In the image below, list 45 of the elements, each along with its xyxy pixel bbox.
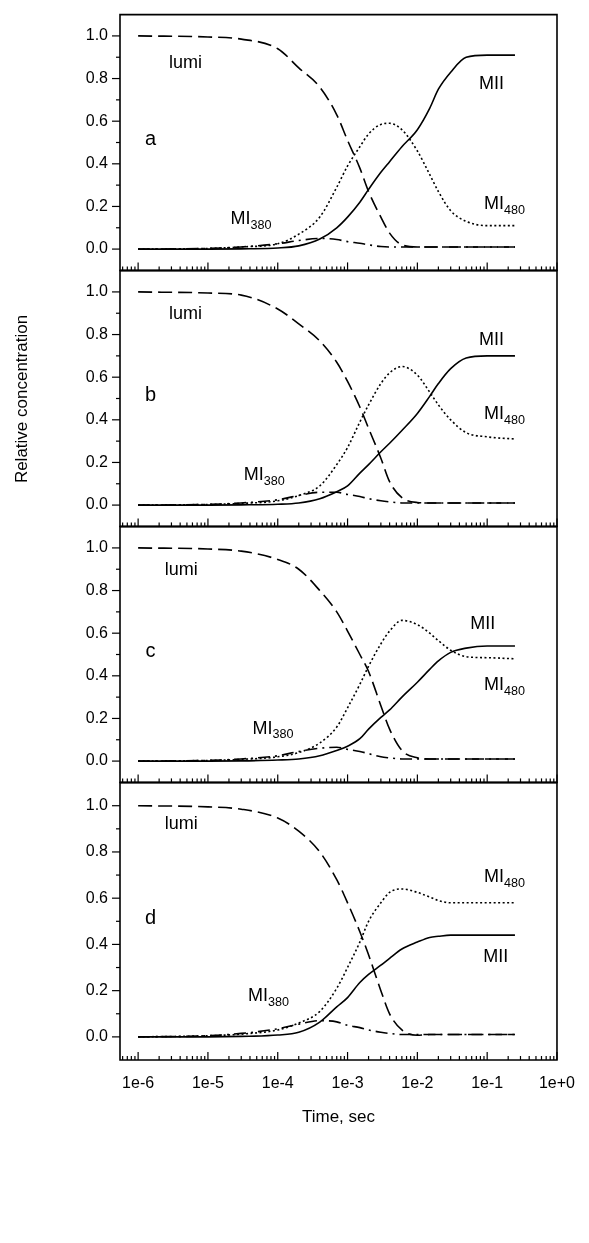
y-tick-label: 0.8	[85, 69, 109, 87]
y-tick-label: 0.2	[85, 708, 109, 726]
y-tick-label: 0.4	[85, 666, 109, 684]
series-label: lumi	[169, 303, 203, 324]
y-tick-label: 1.0	[85, 282, 109, 300]
series-label: MII	[478, 73, 504, 94]
y-tick-label: 1.0	[85, 538, 109, 556]
y-tick-label: 0.8	[85, 842, 109, 860]
y-tick-label: 0.0	[85, 495, 109, 513]
series-label: lumi	[164, 812, 198, 833]
x-tick-label: 1e-2	[401, 1073, 434, 1091]
y-tick-label: 0.4	[85, 410, 109, 428]
y-tick-label: 0.4	[85, 154, 109, 172]
y-tick-label: 1.0	[85, 26, 109, 44]
y-tick-label: 0.6	[85, 112, 109, 129]
x-tick-label: 1e-3	[331, 1073, 364, 1091]
y-tick-label: 0.0	[85, 239, 109, 257]
x-axis-title: Time, sec	[301, 1107, 376, 1127]
x-tick-label: 1e-6	[122, 1073, 155, 1091]
series-label: MII	[478, 328, 504, 349]
series-label: MII	[483, 946, 509, 967]
y-tick-label: 0.8	[85, 325, 109, 343]
y-tick-label: 0.6	[85, 623, 109, 641]
x-tick-label: 1e+0	[538, 1073, 576, 1091]
x-tick-label: 1e-5	[191, 1073, 225, 1091]
y-tick-label: 0.0	[85, 751, 109, 769]
x-tick-label: 1e-1	[471, 1073, 504, 1091]
y-tick-label: 0.2	[85, 453, 109, 471]
annotation: c	[145, 639, 156, 662]
y-tick-label: 0.2	[85, 980, 109, 998]
x-tick-label: 1e-4	[261, 1073, 294, 1091]
y-tick-label: 0.6	[85, 888, 109, 906]
y-tick-label: 0.2	[85, 197, 109, 215]
y-tick-label: 0.4	[85, 934, 109, 952]
y-tick-label: 0.6	[85, 367, 109, 385]
series-label: lumi	[164, 559, 198, 580]
y-tick-label: 0.8	[85, 580, 109, 598]
series-label: lumi	[169, 52, 203, 73]
annotation: d	[145, 905, 157, 928]
y-tick-label: 0.0	[85, 1027, 109, 1045]
series-label: MII	[470, 612, 496, 633]
annotation: b	[145, 383, 157, 406]
annotation: a	[145, 127, 158, 150]
y-axis-title: Relative concentration	[12, 314, 32, 483]
y-tick-label: 1.0	[85, 795, 109, 813]
